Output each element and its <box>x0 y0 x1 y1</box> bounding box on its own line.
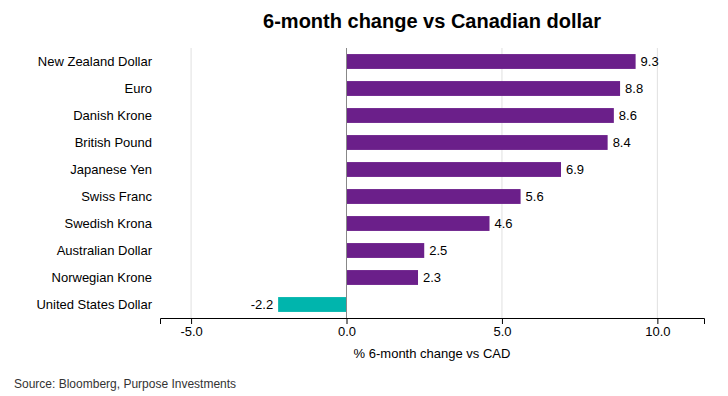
x-tick-label: 0.0 <box>338 324 356 339</box>
bar <box>347 189 521 204</box>
y-tick: United States Dollar <box>36 297 152 312</box>
zero-line <box>346 48 347 318</box>
data-label: 2.5 <box>429 243 447 258</box>
data-label: 8.8 <box>625 81 643 96</box>
y-tick: Euro <box>125 81 152 96</box>
y-tick-label: Australian Dollar <box>57 243 153 258</box>
x-tick: 0.0 <box>338 318 356 339</box>
bar <box>347 54 636 69</box>
x-tick-mark <box>657 318 658 324</box>
bar <box>278 297 346 312</box>
data-label: 2.3 <box>423 270 441 285</box>
y-tick-label: British Pound <box>75 135 152 150</box>
y-tick-label: Euro <box>125 81 152 96</box>
bar <box>347 81 621 96</box>
y-tick: Norwegian Krone <box>52 270 152 285</box>
plot-area: -2.2 2.3 2.5 4.6 5.6 6.9 8.4 8.6 8.8 9.3 -5.0 0.0 5.… <box>36 48 704 361</box>
data-labels: -2.2 2.3 2.5 4.6 5.6 6.9 8.4 8.6 8.8 9.3 <box>251 54 659 312</box>
bars <box>278 48 635 318</box>
data-label: 6.9 <box>566 162 584 177</box>
y-tick-label: Japanese Yen <box>70 162 152 177</box>
y-tick-label: New Zealand Dollar <box>38 54 153 69</box>
data-label: 5.6 <box>526 189 544 204</box>
y-tick: New Zealand Dollar <box>38 54 153 69</box>
source: Source: Bloomberg, Purpose Investments <box>14 377 236 391</box>
bar <box>347 243 425 258</box>
grid-line <box>657 48 658 318</box>
bar <box>347 162 561 177</box>
bar <box>347 270 418 285</box>
x-axis: -5.0 0.0 5.0 10.0 <box>161 318 705 339</box>
y-tick: Swedish Krona <box>65 216 153 231</box>
x-tick-label: 5.0 <box>493 324 511 339</box>
x-tick-mark <box>191 318 192 324</box>
y-tick: Swiss Franc <box>81 189 152 204</box>
data-label: 4.6 <box>495 216 513 231</box>
y-tick: Japanese Yen <box>70 162 152 177</box>
x-tick: 5.0 <box>493 318 511 339</box>
y-tick-label: United States Dollar <box>36 297 152 312</box>
y-tick: Danish Krone <box>73 108 152 123</box>
x-tick-label: 10.0 <box>645 324 670 339</box>
y-tick: Australian Dollar <box>57 243 153 258</box>
bar <box>347 135 608 150</box>
x-tick-mark <box>502 318 503 324</box>
title: 6-month change vs Canadian dollar <box>263 10 601 32</box>
chart-root: -2.2 2.3 2.5 4.6 5.6 6.9 8.4 8.6 8.8 9.3 -5.0 0.0 5.… <box>0 0 728 396</box>
y-tick-label: Swiss Franc <box>81 189 152 204</box>
y-tick-label: Norwegian Krone <box>52 270 152 285</box>
x-axis-line <box>161 319 705 325</box>
bar <box>347 108 614 123</box>
grid-line <box>191 48 192 318</box>
data-label: 9.3 <box>641 54 659 69</box>
bar <box>347 216 490 231</box>
grid-line <box>346 48 347 318</box>
y-tick-label: Swedish Krona <box>65 216 153 231</box>
y-axis: United States Dollar Norwegian Krone Austr… <box>36 54 152 312</box>
x-tick: -5.0 <box>180 318 202 339</box>
x-axis-title: % 6-month change vs CAD <box>354 346 511 361</box>
x-tick-mark <box>347 318 348 324</box>
data-label: 8.4 <box>613 135 631 150</box>
data-label: -2.2 <box>251 297 273 312</box>
x-tick: 10.0 <box>645 318 670 339</box>
grid <box>191 48 657 318</box>
data-label: 8.6 <box>619 108 637 123</box>
y-tick-label: Danish Krone <box>73 108 152 123</box>
x-tick-label: -5.0 <box>180 324 202 339</box>
y-tick: British Pound <box>75 135 152 150</box>
